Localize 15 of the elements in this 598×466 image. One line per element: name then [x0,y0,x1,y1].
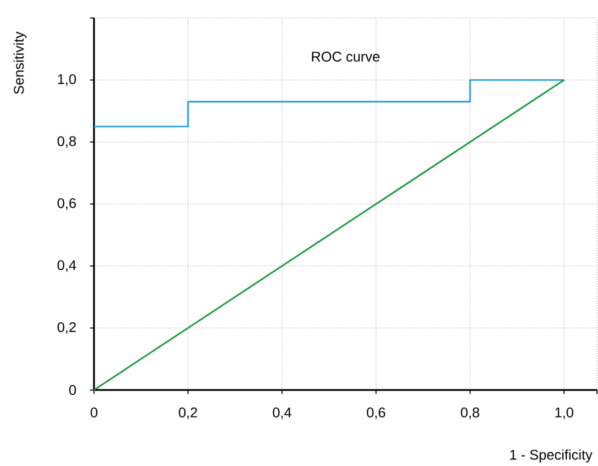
y-tick-label: 0 [69,385,76,395]
x-tick-label: 1,0 [555,408,574,420]
x-tick-label: 0,2 [178,408,198,420]
x-tick-label: 0,6 [366,408,386,420]
y-tick-label: 0,6 [58,198,76,210]
text: ROC curve [312,52,380,62]
x-axis-title: 1 - Specificity [510,449,592,463]
y-tick-label: 0,2 [58,322,76,334]
y-tick-label: 0,8 [58,136,76,148]
x-tick-label: 0,8 [460,408,480,420]
y-axis-title: Sensitivity [13,32,27,94]
y-tick-label: 1,0 [58,74,76,86]
x-tick-label: 0,4 [272,408,292,420]
y-tick-label: 0,4 [58,260,76,272]
x-tick-label: 0 [90,408,98,418]
